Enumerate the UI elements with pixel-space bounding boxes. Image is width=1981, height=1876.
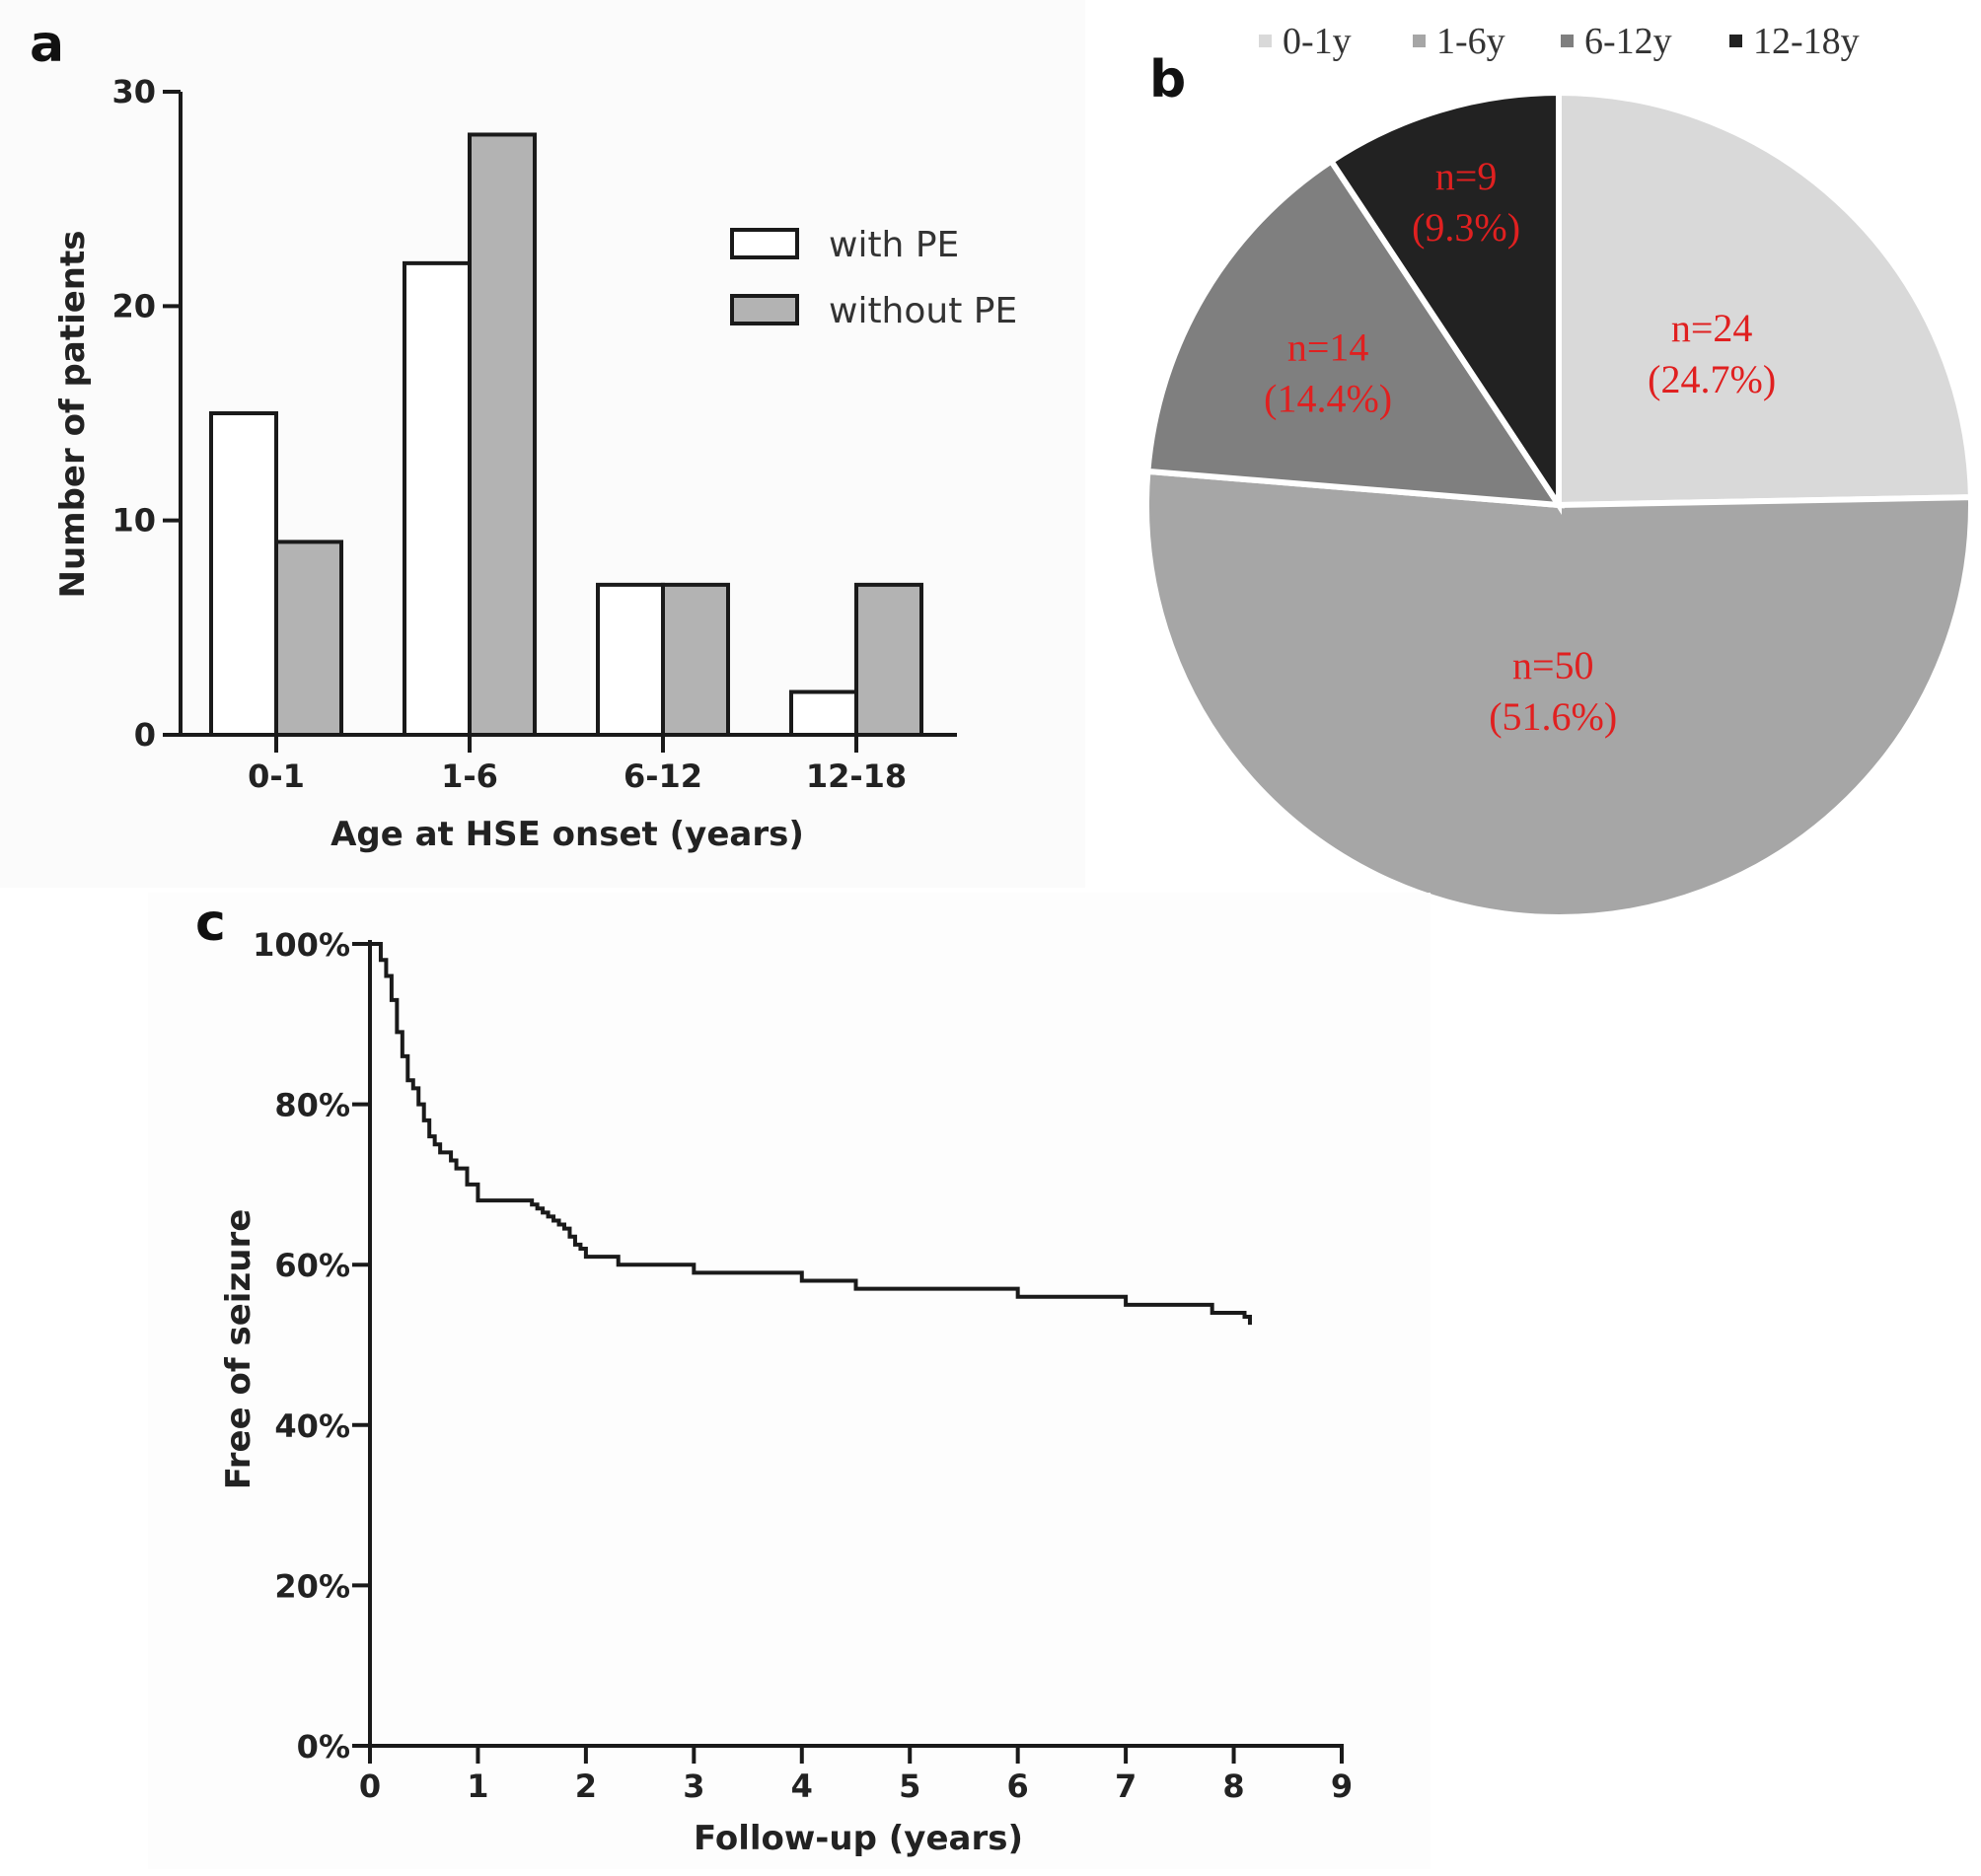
x-tick-label: 1-6: [441, 758, 498, 795]
y-tick-label: 20: [111, 287, 156, 325]
slice-count-label: n=24: [1671, 306, 1753, 350]
slice-percent-label: (51.6%): [1489, 694, 1617, 739]
x-tick-label: 6-12: [624, 758, 702, 795]
panel-letter-b: b: [1149, 50, 1186, 109]
bar: [209, 411, 278, 737]
line-chart: c Free of seizure Follow-up (years) 0%20…: [148, 893, 1431, 1869]
x-axis-title: Age at HSE onset (years): [330, 815, 804, 854]
pie-slice: [1327, 89, 1562, 515]
x-tick-label: 9: [1331, 1768, 1353, 1805]
y-tick-label: 20%: [274, 1567, 350, 1605]
panel-letter-c: c: [195, 894, 226, 953]
pie-chart: b 0-1y 1-6y 6-12y 12-18y n=24 (24.7%) n=50 (51…: [1143, 21, 1974, 920]
y-tick-label: 0: [134, 716, 156, 754]
y-tick-label: 80%: [274, 1087, 350, 1124]
legend-label: 0-1y: [1283, 21, 1352, 62]
y-tick-label: 30: [111, 73, 156, 110]
bar: [789, 689, 858, 737]
y-tick-label: 100%: [253, 926, 350, 964]
x-tick-label: 4: [791, 1768, 813, 1805]
x-tick-label: 5: [899, 1768, 920, 1805]
legend-label: 6-12y: [1584, 21, 1672, 62]
legend-swatch: [1259, 35, 1272, 47]
panel-c-background: [148, 893, 1431, 1869]
y-axis-title: Number of patients: [53, 230, 93, 598]
x-axis-title: Follow-up (years): [694, 1819, 1023, 1858]
legend-label: 12-18y: [1753, 21, 1860, 62]
slice-percent-label: (24.7%): [1648, 357, 1776, 401]
bar: [854, 582, 923, 737]
bar: [596, 582, 665, 737]
x-tick-label: 2: [575, 1768, 597, 1805]
y-tick-label: 40%: [274, 1407, 350, 1445]
slice-percent-label: (9.3%): [1412, 205, 1520, 250]
legend-swatch: [730, 228, 799, 259]
bar: [274, 540, 343, 738]
bar-chart: a Number of patients Age at HSE onset (y…: [0, 0, 1085, 888]
y-axis-title: Free of seizure: [219, 1209, 258, 1490]
panel-letter-a: a: [30, 15, 64, 74]
x-tick-label: 12-18: [806, 758, 907, 795]
y-tick-label: 10: [111, 502, 156, 540]
legend-swatch: [1561, 35, 1574, 47]
y-tick-label: 0%: [297, 1728, 350, 1766]
x-tick-label: 6: [1007, 1768, 1029, 1805]
slice-percent-label: (14.4%): [1264, 377, 1392, 421]
x-tick-label: 0-1: [248, 758, 305, 795]
bar: [403, 260, 472, 737]
legend-label: 1-6y: [1436, 21, 1505, 62]
pie-slice: [1144, 157, 1565, 509]
panel-a-background: [0, 0, 1085, 888]
slice-count-label: n=9: [1435, 154, 1498, 198]
x-tick-label: 0: [359, 1768, 381, 1805]
legend-swatch: [730, 294, 799, 325]
bar: [468, 132, 537, 737]
legend-label: without PE: [829, 291, 1017, 331]
slice-count-label: n=14: [1287, 325, 1369, 370]
bar: [661, 582, 730, 737]
x-tick-label: 1: [467, 1768, 488, 1805]
x-tick-label: 7: [1115, 1768, 1137, 1805]
legend-label: with PE: [829, 225, 959, 265]
survival-curve: [370, 942, 1252, 1326]
pie-slice: [1556, 89, 1974, 509]
y-tick-label: 60%: [274, 1247, 350, 1284]
slice-count-label: n=50: [1512, 643, 1594, 687]
x-tick-label: 8: [1222, 1768, 1244, 1805]
pie-slice: [1143, 468, 1974, 920]
x-tick-label: 3: [683, 1768, 704, 1805]
legend-swatch: [1413, 35, 1426, 47]
legend-swatch: [1729, 35, 1742, 47]
